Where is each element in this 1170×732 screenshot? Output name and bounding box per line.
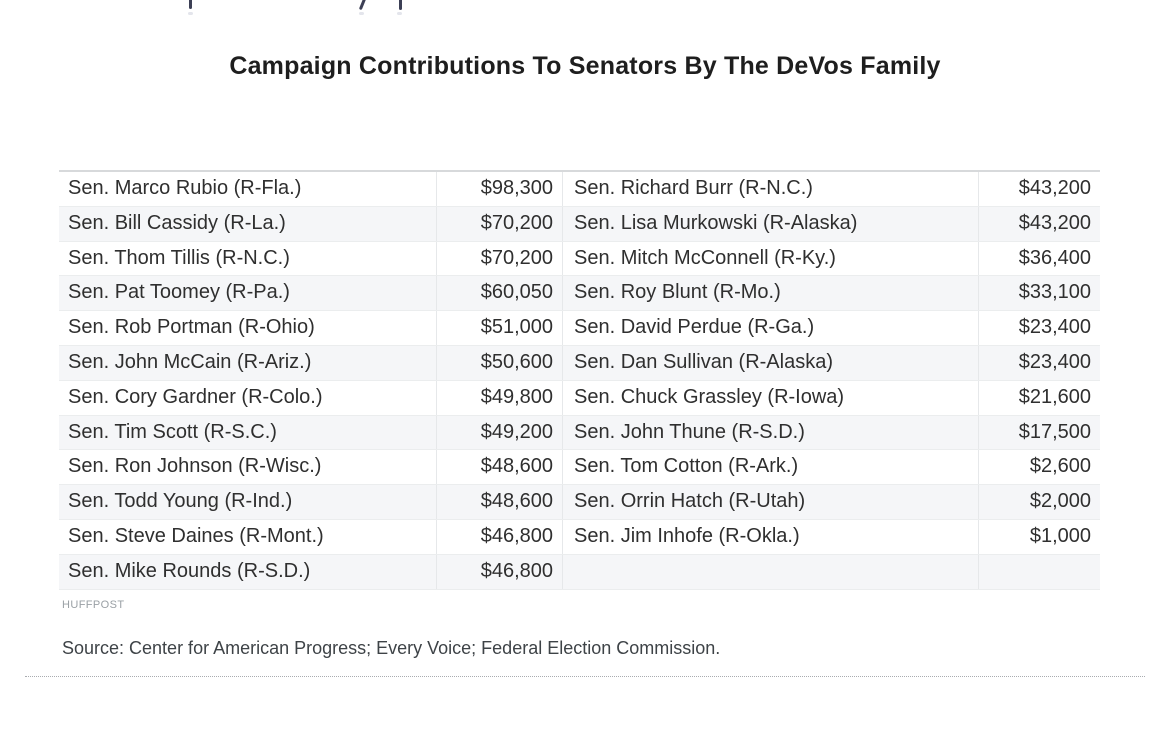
amount-cell: $1,000: [1029, 524, 1091, 547]
senator-name-cell: Sen. Mike Rounds (R-S.D.): [59, 554, 437, 589]
table-row: Sen. Mike Rounds (R-S.D.) $46,800: [59, 554, 1100, 590]
amount-cell: $46,800: [437, 519, 563, 554]
amount-cell: $49,800: [437, 380, 563, 415]
table-row: Sen. Marco Rubio (R-Fla.) $98,300 Sen. Ric…: [59, 172, 1100, 207]
senator-name-cell: Sen. Ron Johnson (R-Wisc.): [59, 450, 437, 485]
amount-cell: $23,400: [1018, 316, 1091, 339]
amount-cell: $17,500: [1018, 420, 1091, 443]
source-line: Source: Center for American Progress; Ev…: [62, 638, 721, 658]
senator-name-cell: Sen. Bill Cassidy (R-La.): [59, 206, 437, 241]
amount-cell: $70,200: [437, 241, 563, 276]
senator-name-cell: Sen. Todd Young (R-Ind.): [59, 485, 437, 519]
cropped-text-fragment: [399, 0, 402, 10]
senator-name-cell: Sen. Lisa Murkowski (R-Alaska): [563, 206, 979, 241]
amount-cell: $43,200: [1018, 211, 1091, 234]
senator-name-cell: Sen. Tom Cotton (R-Ark.): [563, 450, 979, 485]
senator-name-cell: Sen. Chuck Grassley (R-Iowa): [563, 380, 979, 415]
senator-name-cell: Sen. Tim Scott (R-S.C.): [59, 415, 437, 450]
amount-cell: $48,600: [437, 485, 563, 519]
amount-cell: $36,400: [1018, 246, 1091, 269]
table-row: Sen. Bill Cassidy (R-La.) $70,200 Sen. Lis…: [59, 206, 1100, 242]
cropped-text-fragment: [189, 0, 192, 9]
amount-cell: $23,400: [1018, 350, 1091, 373]
chart-title: Campaign Contributions To Senators By Th…: [229, 52, 941, 80]
amount-cell: $21,600: [1018, 385, 1091, 408]
dotted-divider: [25, 676, 1145, 677]
amount-cell: $33,100: [1018, 281, 1091, 304]
table-row: Sen. Pat Toomey (R-Pa.) $60,050 Sen. Roy B…: [59, 276, 1100, 312]
amount-cell: $98,300: [437, 172, 563, 206]
amount-cell: $46,800: [437, 554, 563, 589]
amount-cell: $2,000: [1029, 490, 1091, 513]
cropped-text-fragment: [397, 12, 402, 15]
amount-cell: $48,600: [437, 450, 563, 485]
cropped-text-fragment: [188, 12, 193, 15]
amount-cell: $2,600: [1029, 455, 1091, 478]
table-row: Sen. Tim Scott (R-S.C.) $49,200 Sen. John …: [59, 415, 1100, 451]
table-row: Sen. Ron Johnson (R-Wisc.) $48,600 Sen. To…: [59, 450, 1100, 486]
senator-name-cell: Sen. John Thune (R-S.D.): [563, 415, 979, 450]
amount-cell: [979, 555, 1100, 589]
huffpost-attribution: HUFFPOST: [62, 599, 125, 611]
amount-cell: $43,200: [1018, 177, 1091, 199]
senator-name-cell: Sen. Richard Burr (R-N.C.): [563, 172, 979, 206]
table-row: Sen. Steve Daines (R-Mont.) $46,800 Sen. J…: [59, 519, 1100, 555]
table-row: Sen. John McCain (R-Ariz.) $50,600 Sen. Da…: [59, 345, 1100, 381]
senator-name-cell: Sen. Dan Sullivan (R-Alaska): [563, 345, 979, 380]
senator-name-cell: Sen. Steve Daines (R-Mont.): [59, 519, 437, 554]
senator-name-cell: Sen. Orrin Hatch (R-Utah): [563, 485, 979, 519]
senator-name-cell: Sen. Thom Tillis (R-N.C.): [59, 241, 437, 276]
senator-name-cell: Sen. Marco Rubio (R-Fla.): [59, 172, 437, 206]
senator-name-cell: Sen. Cory Gardner (R-Colo.): [59, 380, 437, 415]
senator-name-cell: Sen. Jim Inhofe (R-Okla.): [563, 519, 979, 554]
cropped-text-fragment: [359, 12, 364, 15]
senator-name-cell: Sen. Roy Blunt (R-Mo.): [563, 276, 979, 311]
amount-cell: $50,600: [437, 345, 563, 380]
senator-name-cell: Sen. John McCain (R-Ariz.): [59, 345, 437, 380]
amount-cell: $70,200: [437, 206, 563, 241]
table-row: Sen. Thom Tillis (R-N.C.) $70,200 Sen. Mit…: [59, 241, 1100, 277]
amount-cell: $49,200: [437, 415, 563, 450]
table-row: Sen. Cory Gardner (R-Colo.) $49,800 Sen. C…: [59, 380, 1100, 416]
amount-cell: $51,000: [437, 311, 563, 345]
amount-cell: $60,050: [437, 276, 563, 311]
senator-name-cell: Sen. Rob Portman (R-Ohio): [59, 311, 437, 345]
table-row: Sen. Todd Young (R-Ind.) $48,600 Sen. Orri…: [59, 485, 1100, 520]
senator-name-cell: [563, 554, 979, 589]
senator-name-cell: Sen. Mitch McConnell (R-Ky.): [563, 241, 979, 276]
contributions-table: Sen. Marco Rubio (R-Fla.) $98,300 Sen. Ric…: [59, 170, 1100, 590]
table-row: Sen. Rob Portman (R-Ohio) $51,000 Sen. Dav…: [59, 311, 1100, 346]
cropped-text-fragment: [358, 0, 367, 11]
senator-name-cell: Sen. Pat Toomey (R-Pa.): [59, 276, 437, 311]
senator-name-cell: Sen. David Perdue (R-Ga.): [563, 311, 979, 345]
